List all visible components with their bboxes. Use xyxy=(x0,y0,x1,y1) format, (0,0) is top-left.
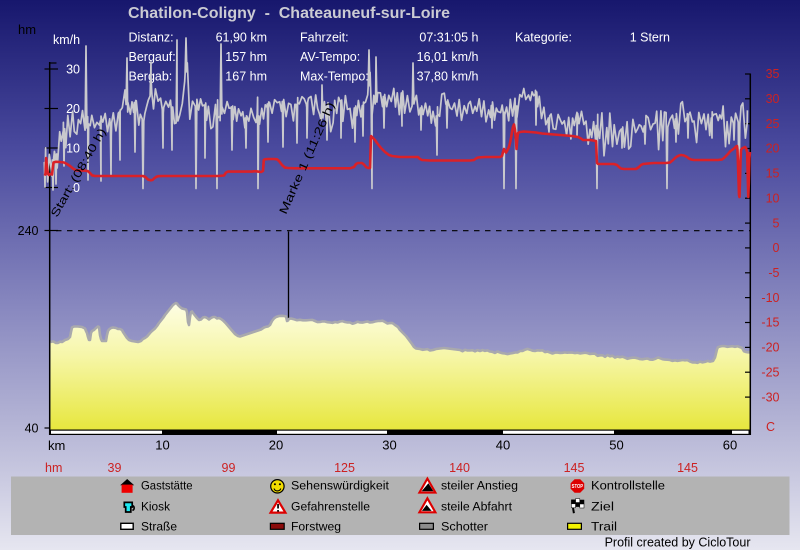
svg-text:Distanz:: Distanz: xyxy=(129,31,174,45)
svg-text:Ziel: Ziel xyxy=(591,499,614,513)
svg-text:30: 30 xyxy=(766,92,780,106)
svg-text:km/h: km/h xyxy=(53,32,80,47)
svg-text:20: 20 xyxy=(66,102,80,116)
svg-text:20: 20 xyxy=(766,142,780,156)
svg-text:STOP: STOP xyxy=(572,484,584,490)
svg-text:Gaststätte: Gaststätte xyxy=(141,479,193,493)
svg-text:Forstweg: Forstweg xyxy=(291,519,341,533)
svg-text:10: 10 xyxy=(766,191,780,205)
svg-text:167 hm: 167 hm xyxy=(225,70,267,84)
svg-text:30: 30 xyxy=(66,62,80,76)
svg-text:-15: -15 xyxy=(761,316,779,330)
svg-text:40: 40 xyxy=(496,438,510,453)
svg-text:07:31:05 h: 07:31:05 h xyxy=(419,31,478,45)
svg-text:Kiosk: Kiosk xyxy=(141,499,171,513)
svg-text:-30: -30 xyxy=(761,390,779,404)
svg-text:145: 145 xyxy=(564,461,585,475)
svg-text:Sehenswürdigkeit: Sehenswürdigkeit xyxy=(291,479,390,493)
svg-text:Profil created by CicloTour: Profil created by CicloTour xyxy=(605,536,751,550)
svg-text:-20: -20 xyxy=(761,341,779,355)
svg-text:39: 39 xyxy=(108,461,122,475)
svg-text:steile Abfahrt: steile Abfahrt xyxy=(441,499,513,513)
svg-text:15: 15 xyxy=(766,167,780,181)
svg-text:hm: hm xyxy=(45,461,62,475)
svg-text:0: 0 xyxy=(773,241,780,255)
svg-text:Kategorie:: Kategorie: xyxy=(515,31,572,45)
svg-text:1 Stern: 1 Stern xyxy=(630,31,670,45)
svg-text:Straße: Straße xyxy=(141,519,177,533)
svg-text:140: 140 xyxy=(449,461,470,475)
svg-text:40: 40 xyxy=(25,422,39,436)
svg-text:30: 30 xyxy=(382,438,396,453)
svg-text:Gefahrenstelle: Gefahrenstelle xyxy=(291,499,370,513)
svg-text:10: 10 xyxy=(155,438,169,453)
svg-text:Bergauf:: Bergauf: xyxy=(129,50,176,64)
svg-text:145: 145 xyxy=(677,461,698,475)
svg-text:0: 0 xyxy=(73,181,80,195)
svg-text:125: 125 xyxy=(334,461,355,475)
svg-text:Fahrzeit:: Fahrzeit: xyxy=(300,31,349,45)
svg-text:Schotter: Schotter xyxy=(441,519,488,533)
svg-text:Trail: Trail xyxy=(591,519,617,533)
svg-text:km: km xyxy=(48,438,65,453)
svg-text:AV-Tempo:: AV-Tempo: xyxy=(300,50,360,64)
svg-text:-5: -5 xyxy=(768,266,779,280)
svg-text:20: 20 xyxy=(269,438,283,453)
svg-text:61,90 km: 61,90 km xyxy=(216,31,267,45)
svg-text:Kontrollstelle: Kontrollstelle xyxy=(591,479,665,493)
svg-text:99: 99 xyxy=(222,461,236,475)
svg-text:-25: -25 xyxy=(761,365,779,379)
svg-text:-10: -10 xyxy=(761,291,779,305)
svg-text:37,80 km/h: 37,80 km/h xyxy=(417,70,479,84)
svg-text:35: 35 xyxy=(766,67,780,81)
svg-text:240: 240 xyxy=(18,224,39,238)
svg-text:5: 5 xyxy=(773,216,780,230)
svg-text:25: 25 xyxy=(766,117,780,131)
svg-text:60: 60 xyxy=(723,438,737,453)
svg-text:157 hm: 157 hm xyxy=(225,50,267,64)
svg-text:50: 50 xyxy=(609,438,623,453)
svg-text:Chatilon-Coligny - Chateaune: Chatilon-Coligny - Chateauneuf-sur-Loire xyxy=(128,5,450,22)
svg-text:steiler Anstieg: steiler Anstieg xyxy=(441,479,518,493)
svg-text:16,01 km/h: 16,01 km/h xyxy=(417,50,479,64)
svg-text:C: C xyxy=(766,420,775,434)
svg-text:Max-Tempo:: Max-Tempo: xyxy=(300,70,369,84)
svg-text:hm: hm xyxy=(18,22,36,37)
svg-text:10: 10 xyxy=(66,141,80,155)
